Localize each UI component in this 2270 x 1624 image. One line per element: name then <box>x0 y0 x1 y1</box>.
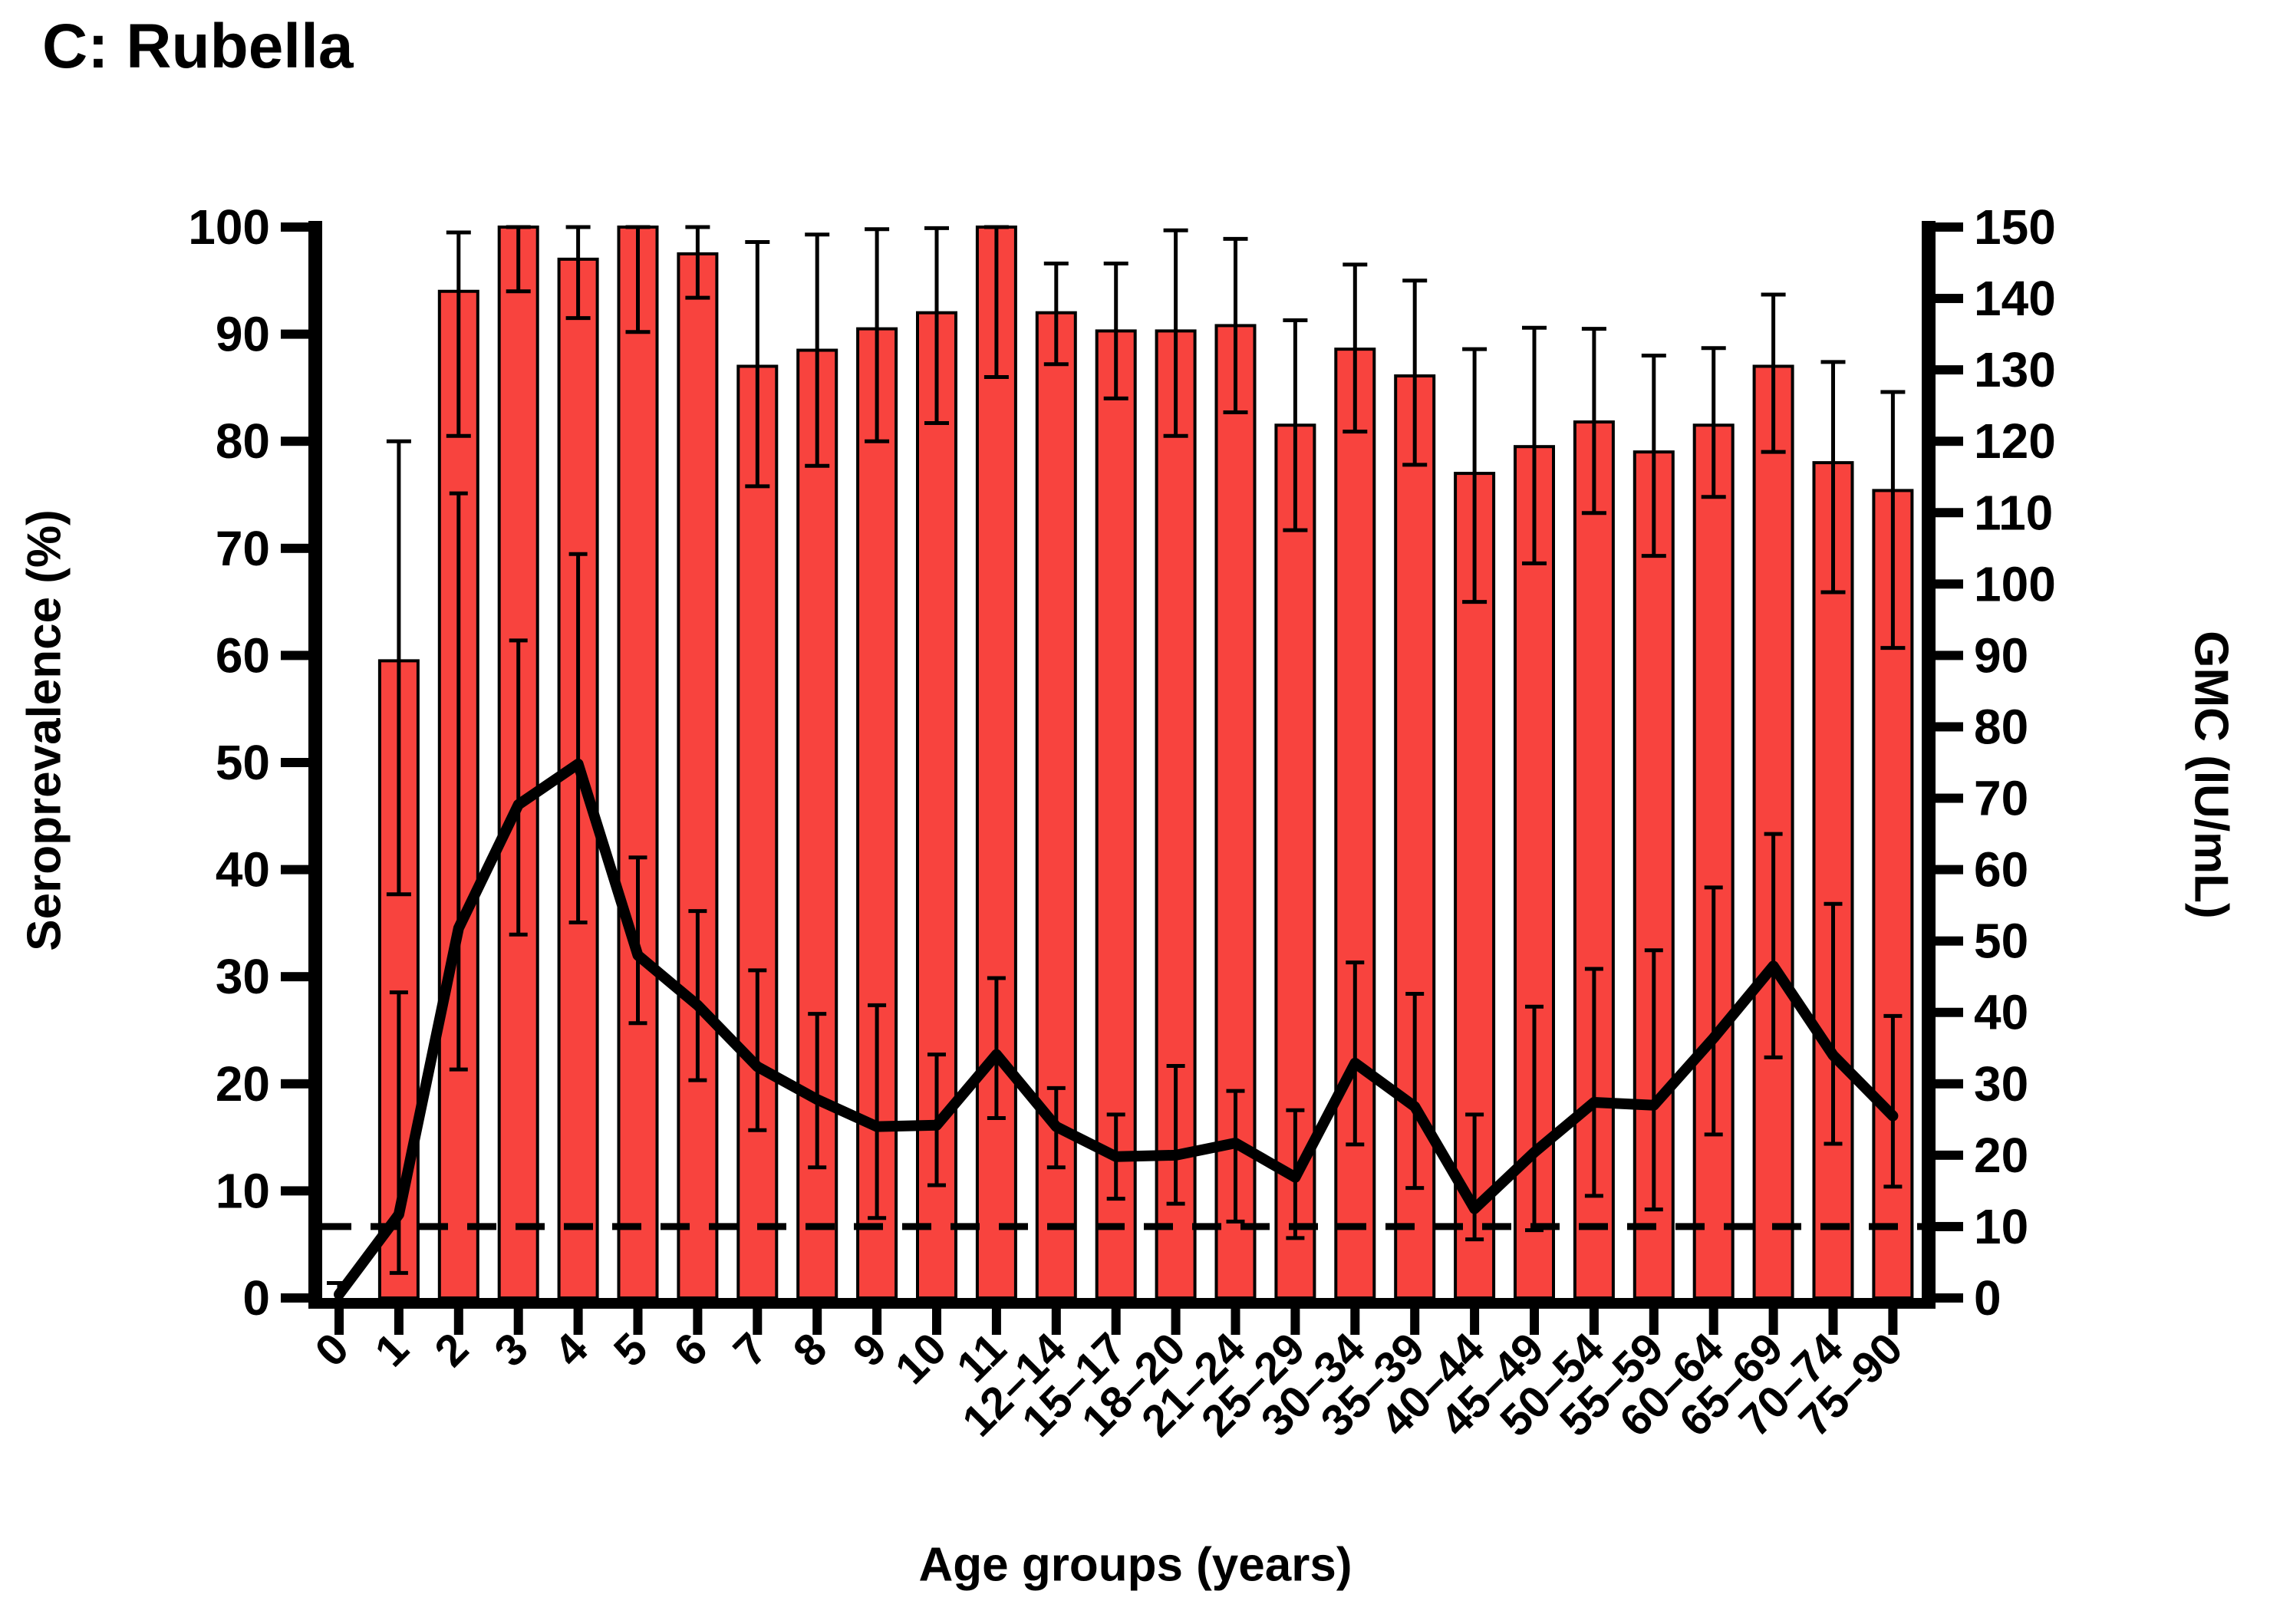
x-tick-label-7: 7 <box>724 1323 777 1376</box>
right-tick-label: 50 <box>1974 914 2028 969</box>
left-tick-label: 40 <box>216 842 270 898</box>
axes <box>308 221 1936 1309</box>
x-tick-label-9: 9 <box>844 1323 897 1376</box>
gmc-line <box>334 758 1899 1300</box>
right-tick-label: 70 <box>1974 771 2028 826</box>
right-tick-label: 150 <box>1974 199 2056 255</box>
seroprevalence-error-bars <box>327 225 1906 1298</box>
x-tick-label-8: 8 <box>784 1323 837 1376</box>
left-tick-label: 20 <box>216 1056 270 1112</box>
right-tick-label: 140 <box>1974 271 2056 326</box>
left-tick-label: 10 <box>216 1163 270 1218</box>
right-axis-ticks: 0 10 20 30 40 50 60 70 80 90 100 110 120 130 140 150 <box>1936 199 2056 1326</box>
x-tick-label-3: 3 <box>485 1323 538 1376</box>
right-tick-label: 120 <box>1974 413 2056 469</box>
bar-age-5 <box>617 226 659 1300</box>
left-axis-ticks: 0 10 20 30 40 50 60 70 80 90 100 <box>188 199 308 1326</box>
right-tick-label: 100 <box>1974 556 2056 611</box>
right-tick-label: 40 <box>1974 985 2028 1040</box>
left-tick-label: 30 <box>216 949 270 1004</box>
right-tick-label: 0 <box>1974 1270 2001 1326</box>
bar-age-60–64 <box>1692 423 1735 1300</box>
bar-age-30–34 <box>1334 348 1376 1300</box>
left-tick-label: 50 <box>216 735 270 790</box>
left-tick-label: 80 <box>216 413 270 469</box>
bar-age-6 <box>677 252 719 1300</box>
left-tick-label: 0 <box>242 1270 270 1326</box>
left-tick-label: 100 <box>188 199 270 255</box>
bar-age-70–74 <box>1812 461 1854 1300</box>
seroprevalence-bars <box>377 226 1914 1300</box>
x-tick-label-6: 6 <box>664 1323 717 1376</box>
bar-age-7 <box>736 364 779 1300</box>
x-tick-label-4: 4 <box>545 1323 598 1376</box>
x-tick-label-0: 0 <box>305 1323 358 1376</box>
left-tick-label: 60 <box>216 628 270 683</box>
right-tick-label: 110 <box>1974 485 2053 540</box>
x-tick-label-10: 10 <box>886 1323 957 1394</box>
left-tick-label: 90 <box>216 307 270 362</box>
right-tick-label: 80 <box>1974 699 2028 754</box>
right-tick-label: 60 <box>1974 842 2028 898</box>
right-axis-title: GMC (IU/mL) <box>2184 631 2238 919</box>
x-tick-label-2: 2 <box>425 1323 478 1376</box>
right-tick-label: 90 <box>1974 628 2028 683</box>
bar-age-11 <box>975 226 1017 1300</box>
right-tick-label: 20 <box>1974 1128 2028 1183</box>
x-axis-line <box>308 1298 1936 1309</box>
right-tick-label: 130 <box>1974 342 2056 397</box>
right-axis-line <box>1922 221 1936 1309</box>
left-axis-line <box>308 221 322 1309</box>
left-tick-label: 70 <box>216 521 270 576</box>
right-tick-label: 30 <box>1974 1056 2028 1112</box>
x-tick-label-1: 1 <box>365 1323 418 1376</box>
x-tick-label-5: 5 <box>605 1323 657 1376</box>
figure-title: C: Rubella <box>42 12 354 81</box>
x-axis-title: Age groups (years) <box>918 1538 1352 1592</box>
left-axis-title: Seroprevalence (%) <box>18 509 71 951</box>
x-axis-ticks: 0 1 2 3 4 5 6 7 8 9101112–1415–1718–2021–2425–293… <box>305 1309 1913 1446</box>
right-tick-label: 10 <box>1974 1199 2028 1254</box>
